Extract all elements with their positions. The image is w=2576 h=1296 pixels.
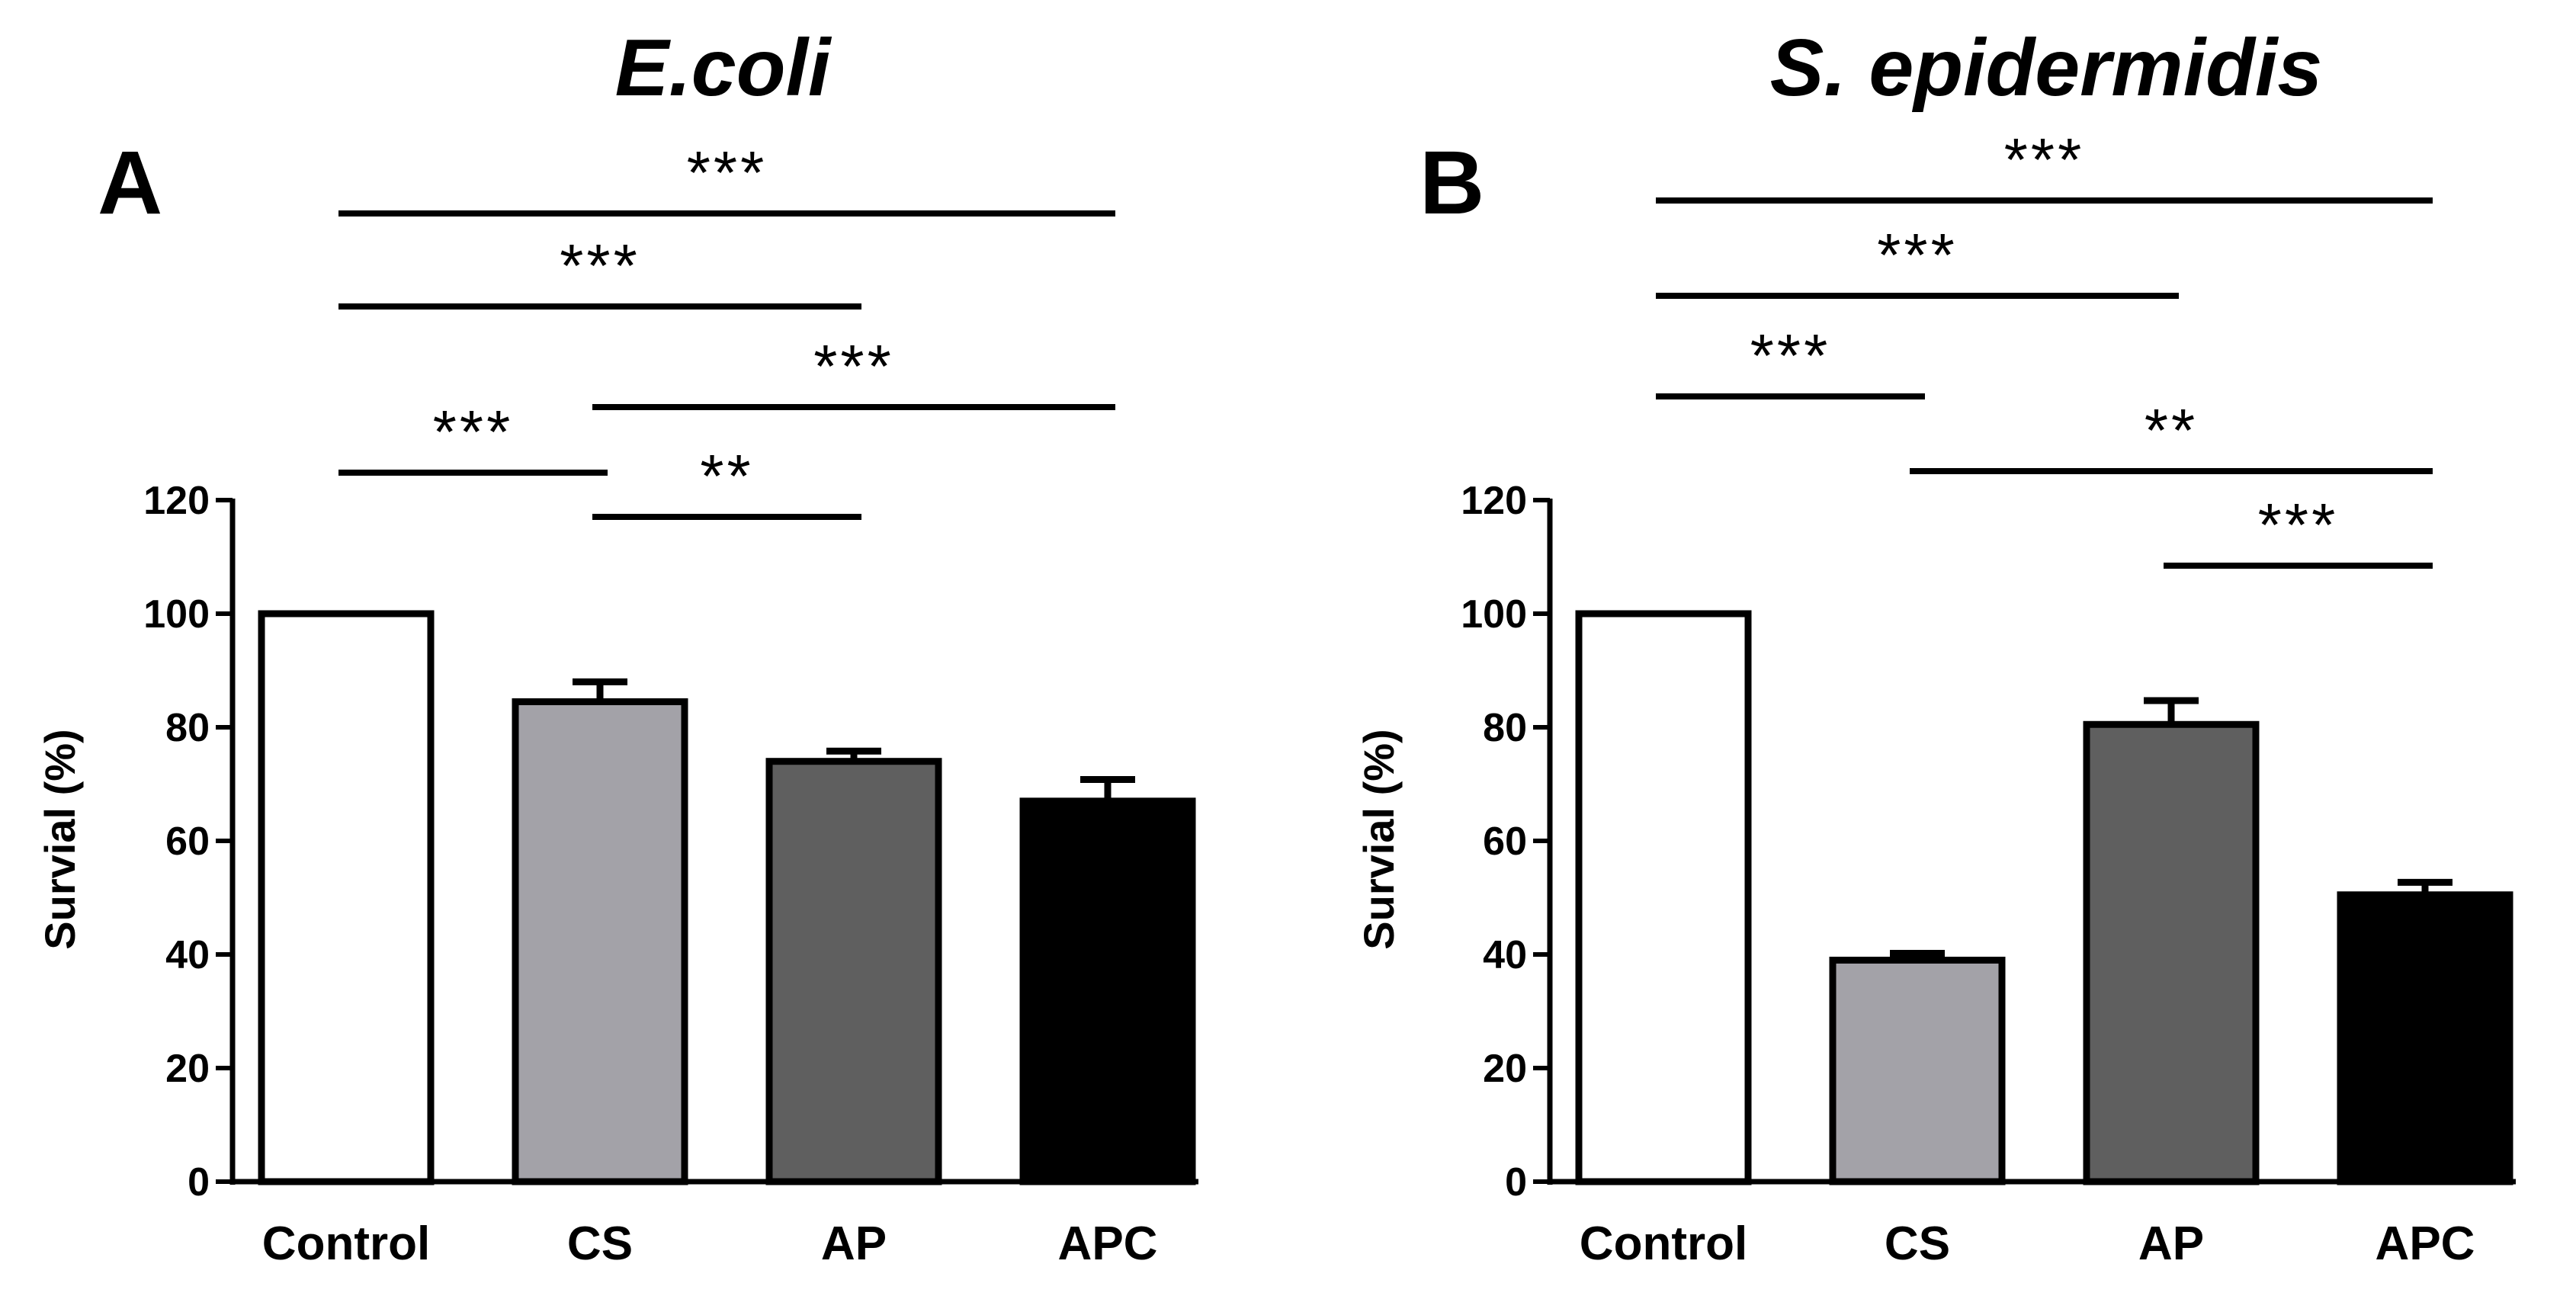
- panel-a-y-tick-label: 60: [165, 820, 210, 864]
- panel-b-x-tick-label: CS: [1885, 1217, 1950, 1270]
- panel-b-x-tick-label: AP: [2138, 1217, 2204, 1270]
- panel-a-significance-label: **: [700, 442, 753, 510]
- panel-b-significance-label: ***: [1750, 322, 1830, 390]
- panel-a-y-tick-label: 80: [165, 706, 210, 750]
- panel-a-significance-label: ***: [433, 398, 513, 466]
- panel-b-y-tick-label: 80: [1483, 706, 1527, 750]
- panel-b-bar-control: [1575, 610, 1752, 1185]
- panel-b-significance-label: **: [2145, 396, 2198, 464]
- panel-a-bar-control: [258, 610, 435, 1185]
- panel-a-y-tick-label: 40: [165, 933, 210, 977]
- panel-b-letter: B: [1420, 133, 1484, 233]
- panel-b-y-tick-label: 60: [1483, 820, 1527, 864]
- panel-a-y-tick-label: 120: [143, 479, 210, 523]
- panel-b-title: S. epidermidis: [1770, 23, 2323, 113]
- panel-b-y-axis-label: Survial (%): [1355, 729, 1403, 949]
- panel-a-letter: A: [98, 133, 162, 233]
- panel-b-y-tick-label: 0: [1505, 1160, 1527, 1205]
- panel-b-x-tick-label: Control: [1580, 1217, 1747, 1270]
- panel-a: E.coli A Survial (%) Control CS AP APC 0 20 40…: [36, 23, 1198, 1270]
- panel-a-x-tick-label: CS: [567, 1217, 633, 1270]
- panel-b-significance-label: ***: [2258, 491, 2338, 559]
- panel-a-y-axis-label: Survial (%): [36, 729, 84, 949]
- panel-a-bar-ap: [765, 758, 942, 1185]
- panel-b-bar-ap: [2083, 720, 2260, 1185]
- panel-b: S. epidermidis B Survial (%) Control CS AP…: [1355, 23, 2516, 1270]
- panel-a-significance-label: ***: [560, 232, 640, 300]
- panel-b-y-tick-label: 120: [1461, 479, 1527, 523]
- panel-a-bar-apc: [1019, 797, 1196, 1185]
- panel-a-x-tick-label: APC: [1058, 1217, 1158, 1270]
- panel-a-bar-cs: [512, 698, 688, 1185]
- panel-b-bar-apc: [2337, 891, 2513, 1185]
- panel-a-significance-label: ***: [687, 139, 767, 207]
- panel-a-title: E.coli: [615, 23, 832, 113]
- panel-a-y-tick-label: 20: [165, 1047, 210, 1091]
- panel-b-bar-cs: [1829, 956, 2006, 1185]
- panel-a-y-tick-label: 0: [188, 1160, 210, 1205]
- panel-b-significance-label: ***: [1877, 221, 1957, 289]
- panel-b-x-tick-label: APC: [2376, 1217, 2475, 1270]
- panel-b-y-tick-label: 100: [1461, 592, 1527, 637]
- panel-b-significance-label: ***: [2004, 126, 2084, 194]
- panel-b-y-tick-label: 40: [1483, 933, 1527, 977]
- panel-a-x-tick-label: Control: [262, 1217, 430, 1270]
- panel-a-significance-label: ***: [813, 332, 893, 400]
- panel-a-x-tick-label: AP: [821, 1217, 887, 1270]
- panel-b-y-tick-label: 20: [1483, 1047, 1527, 1091]
- panel-a-y-tick-label: 100: [143, 592, 210, 637]
